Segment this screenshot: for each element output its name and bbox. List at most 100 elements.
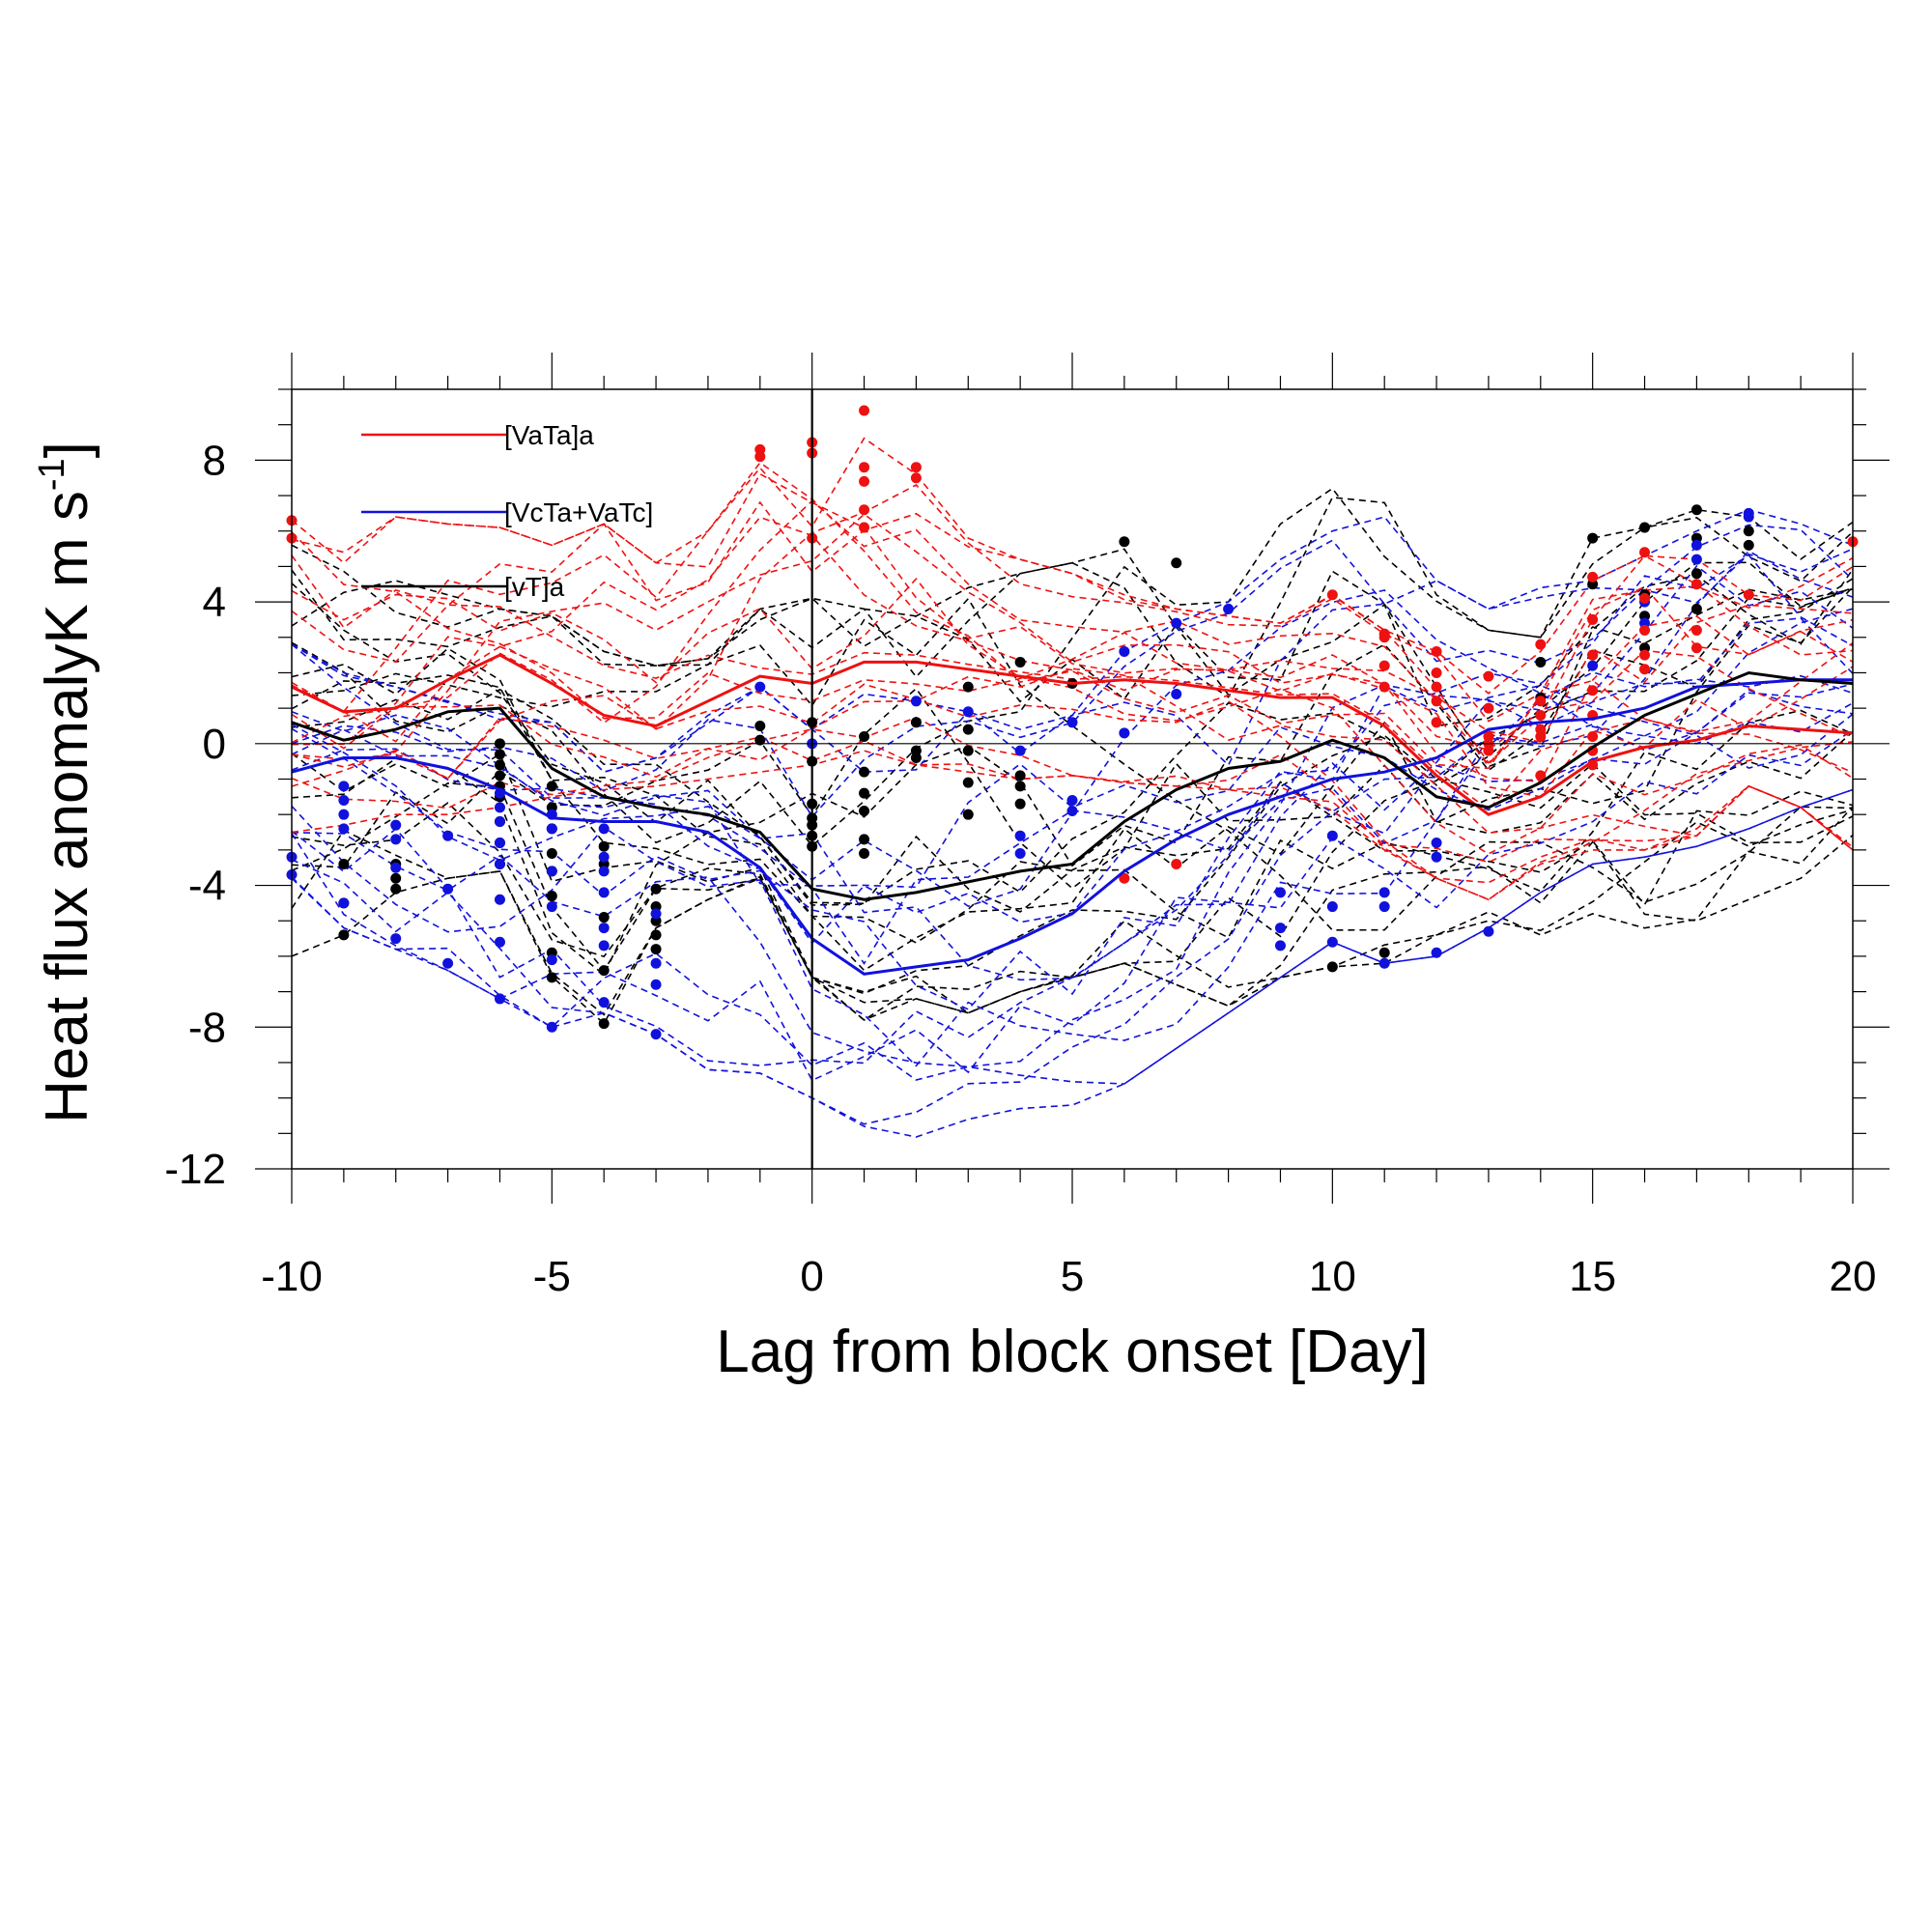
marker-vT-33 — [754, 720, 766, 731]
marker-vT-20 — [546, 891, 557, 902]
marker-VaTa-35 — [1535, 730, 1547, 742]
y-axis-title-main: Heat flux anomalyK m s — [34, 491, 100, 1123]
member-line-VaTa-0 — [291, 716, 1854, 884]
marker-VcTa_VaTc-61 — [1378, 887, 1390, 898]
marker-VaTa-47 — [1639, 624, 1651, 636]
member-line-VaTa-2 — [291, 717, 1854, 864]
member-line-VcTa_VaTc-8 — [291, 524, 1854, 818]
x-tick-label: 15 — [1569, 1253, 1616, 1300]
marker-VaTa-50 — [1690, 579, 1702, 590]
marker-VcTa_VaTc-21 — [494, 993, 505, 1005]
member-line-VaTa-4 — [291, 683, 1854, 901]
marker-VcTa_VaTc-43 — [1014, 745, 1026, 756]
marker-vT-32 — [650, 944, 662, 955]
marker-VaTa-19 — [1378, 660, 1390, 671]
marker-vT-43 — [859, 766, 870, 778]
legend-label-vT: [vT]a — [504, 572, 565, 602]
marker-VaTa-14 — [1119, 872, 1130, 884]
marker-VcTa_VaTc-56 — [1274, 940, 1286, 952]
marker-VaTa-8 — [859, 462, 870, 473]
member-line-VaTa-9 — [291, 500, 1854, 764]
y-tick-label: -4 — [188, 863, 226, 910]
marker-VcTa_VaTc-41 — [910, 696, 922, 707]
marker-VcTa_VaTc-38 — [650, 1029, 662, 1040]
marker-VaTa-24 — [1431, 696, 1442, 707]
marker-VcTa_VaTc-52 — [1171, 688, 1182, 699]
marker-VcTa_VaTc-51 — [1171, 617, 1182, 629]
member-line-VcTa_VaTc-15 — [291, 554, 1854, 965]
marker-vT-25 — [598, 912, 610, 923]
y-axis-title-bracket: ] — [34, 441, 100, 458]
marker-VcTa_VaTc-53 — [1223, 603, 1235, 614]
member-line-vT-12 — [291, 582, 1854, 913]
marker-vT-26 — [598, 965, 610, 977]
marker-vT-51 — [962, 681, 974, 693]
marker-vT-58 — [1014, 781, 1026, 792]
marker-VaTa-49 — [1639, 664, 1651, 675]
marker-VcTa_VaTc-6 — [338, 897, 350, 909]
marker-vT-63 — [1326, 961, 1338, 973]
marker-VcTa_VaTc-58 — [1326, 901, 1338, 913]
marker-vT-54 — [962, 777, 974, 788]
member-line-VaTa-5 — [291, 513, 1854, 768]
marker-vT-22 — [546, 972, 557, 983]
marker-VcTa_VaTc-16 — [494, 816, 505, 828]
member-line-VaTa-14 — [291, 472, 1854, 798]
marker-vT-50 — [910, 752, 922, 763]
marker-vT-15 — [546, 781, 557, 792]
marker-VaTa-11 — [859, 522, 870, 533]
marker-vT-9 — [494, 770, 505, 781]
legend: [VaTa]a [VcTa+VaTc] [vT]a — [361, 420, 653, 602]
marker-VcTa_VaTc-70 — [1690, 554, 1702, 565]
marker-vT-61 — [1119, 536, 1130, 548]
marker-VaTa-36 — [1535, 770, 1547, 781]
y-tick-label: 0 — [203, 721, 226, 768]
member-line-vT-11 — [291, 487, 1854, 847]
marker-VaTa-23 — [1431, 681, 1442, 693]
marker-VaTa-45 — [1639, 547, 1651, 558]
marker-vT-23 — [598, 840, 610, 852]
marker-vT-55 — [962, 809, 974, 820]
marker-VcTa_VaTc-62 — [1378, 957, 1390, 969]
marker-VcTa_VaTc-26 — [546, 954, 557, 966]
marker-VcTa_VaTc-10 — [390, 933, 402, 945]
marker-vT-53 — [962, 745, 974, 756]
x-tick-label: 0 — [800, 1253, 823, 1300]
x-tick-label: 10 — [1309, 1253, 1356, 1300]
marker-VcTa_VaTc-49 — [1119, 645, 1130, 657]
marker-vT-2 — [338, 929, 350, 941]
member-line-VaTa-7 — [291, 499, 1854, 767]
marker-vT-62 — [1171, 557, 1182, 569]
x-axis-title: Lag from block onset [Day] — [716, 1319, 1428, 1385]
marker-vT-48 — [910, 717, 922, 728]
marker-VcTa_VaTc-71 — [1690, 539, 1702, 551]
marker-vT-64 — [1378, 947, 1390, 958]
marker-VcTa_VaTc-64 — [1431, 851, 1442, 863]
marker-VaTa-15 — [1171, 859, 1182, 870]
marker-VaTa-3 — [754, 451, 766, 463]
marker-vT-59 — [1014, 798, 1026, 810]
marker-VcTa_VaTc-5 — [338, 823, 350, 835]
marker-VaTa-46 — [1639, 592, 1651, 604]
marker-VcTa_VaTc-32 — [598, 923, 610, 934]
marker-VcTa_VaTc-31 — [598, 887, 610, 898]
member-line-vT-14 — [291, 548, 1854, 727]
marker-vT-31 — [650, 929, 662, 941]
marker-VcTa_VaTc-45 — [1014, 848, 1026, 860]
marker-VcTa_VaTc-11 — [442, 830, 454, 841]
marker-vT-76 — [1690, 568, 1702, 580]
marker-VaTa-12 — [910, 462, 922, 473]
marker-VaTa-32 — [1535, 696, 1547, 707]
marker-VcTa_VaTc-23 — [546, 823, 557, 835]
marker-vT-5 — [390, 883, 402, 895]
marker-vT-7 — [494, 749, 505, 760]
marker-VaTa-51 — [1690, 624, 1702, 636]
marker-VcTa_VaTc-46 — [1066, 717, 1078, 728]
x-tick-label: 5 — [1061, 1253, 1084, 1300]
mean-line-VcTa_VaTc — [291, 678, 1853, 976]
member-line-VcTa_VaTc-4 — [291, 788, 1854, 1085]
marker-vT-46 — [859, 834, 870, 845]
member-line-VaTa-6 — [291, 516, 1854, 782]
marker-VaTa-25 — [1431, 717, 1442, 728]
